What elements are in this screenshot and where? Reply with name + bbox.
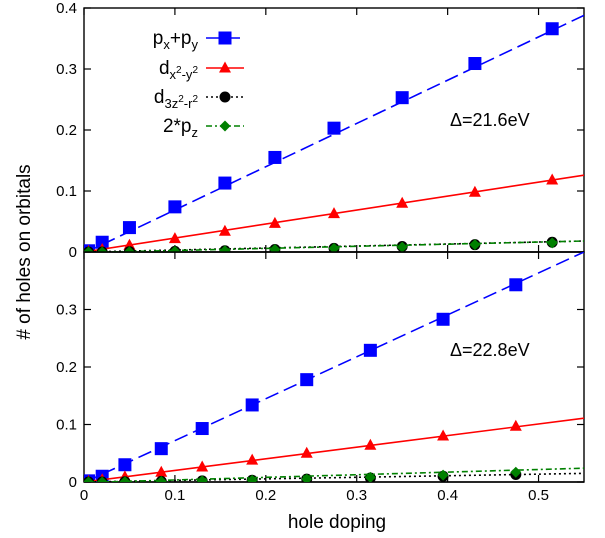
- data-point: [396, 196, 409, 208]
- top-panel: 0 0.1 0.2 0.3 0.4 Δ=21.6eV: [56, 0, 585, 261]
- legend-label: 2*pz: [163, 116, 198, 140]
- data-point: [363, 343, 377, 357]
- x-tick-label: 0.4: [437, 487, 458, 504]
- data-point: [269, 244, 281, 252]
- data-point: [118, 458, 132, 472]
- data-point: [123, 238, 136, 250]
- data-point: [123, 246, 135, 252]
- data-point: [328, 242, 340, 252]
- data-point: [301, 473, 313, 482]
- legend-label: px+py: [153, 28, 199, 52]
- data-point: [328, 207, 340, 219]
- data-point: [546, 237, 558, 249]
- y-tick-label: 0.4: [56, 0, 77, 17]
- x-axis-title: hole doping: [288, 512, 386, 533]
- data-point: [218, 224, 231, 236]
- y-tick-label: 0: [69, 244, 77, 261]
- series-square: [84, 252, 584, 482]
- data-point: [364, 471, 376, 482]
- legend-label: d3z2-r2: [154, 87, 199, 111]
- series-diamond: [84, 466, 584, 482]
- bottom-panel: 0 0.1 0.2 0.3 0 0.1 0.2 0.3 0.4 0.5 Δ=22.8eV: [56, 251, 585, 504]
- data-point: [469, 239, 481, 251]
- series-line: [84, 14, 584, 252]
- delta-annotation: Δ=21.6eV: [450, 110, 530, 130]
- data-point: [122, 221, 136, 235]
- data-point: [300, 446, 313, 458]
- x-tick-label: 0: [80, 487, 88, 504]
- data-point: [119, 476, 131, 482]
- data-point: [155, 465, 168, 477]
- data-point: [509, 419, 522, 431]
- data-point: [246, 453, 259, 465]
- data-point: [436, 312, 450, 326]
- data-point: [195, 422, 209, 436]
- legend-marker: [219, 61, 231, 73]
- data-point: [169, 245, 181, 252]
- data-point: [509, 278, 523, 292]
- data-point: [545, 22, 559, 36]
- legend-marker: [219, 120, 231, 132]
- data-point: [245, 398, 259, 412]
- data-point: [168, 232, 181, 244]
- data-point: [268, 150, 282, 164]
- data-point: [84, 476, 95, 482]
- data-point: [84, 246, 95, 252]
- data-point: [364, 438, 377, 450]
- y-tick-label: 0: [69, 474, 77, 491]
- legend-label: dx2-y2: [159, 58, 198, 82]
- data-point: [437, 429, 450, 441]
- data-point: [96, 246, 108, 252]
- data-point: [546, 173, 559, 185]
- y-tick-label: 0.2: [56, 359, 77, 376]
- series-line: [84, 467, 584, 482]
- series-line: [84, 417, 584, 482]
- data-point: [96, 476, 108, 482]
- legend-marker: [219, 91, 231, 103]
- data-point: [468, 57, 482, 71]
- data-point: [219, 245, 231, 252]
- data-point: [395, 91, 409, 105]
- data-point: [196, 460, 209, 472]
- series-line: [84, 472, 584, 482]
- data-point: [510, 466, 522, 478]
- y-axis-title: # of holes on orbitals: [14, 164, 35, 339]
- data-point: [327, 121, 341, 135]
- data-point: [246, 474, 258, 482]
- y-tick-label: 0.2: [56, 122, 77, 139]
- data-point: [437, 469, 449, 481]
- x-tick-label: 0.5: [528, 487, 549, 504]
- series-diamond: [84, 237, 584, 252]
- data-point: [154, 442, 168, 456]
- y-tick-label: 0.1: [56, 183, 77, 200]
- data-point: [468, 185, 481, 197]
- series-square: [84, 14, 584, 252]
- data-point: [218, 176, 232, 190]
- legend: px+py dx2-y2 d3z2-r2 2*pz: [153, 28, 244, 140]
- data-point: [168, 200, 182, 214]
- y-tick-label: 0.1: [56, 417, 77, 434]
- x-tick-label: 0.1: [164, 487, 185, 504]
- legend-marker: [218, 31, 232, 45]
- x-tick-label: 0.3: [346, 487, 367, 504]
- y-tick-label: 0.3: [56, 61, 77, 78]
- data-point: [396, 241, 408, 252]
- data-point: [196, 475, 208, 482]
- delta-annotation: Δ=22.8eV: [450, 340, 530, 360]
- y-tick-label: 0.3: [56, 302, 77, 319]
- x-tick-label: 0.2: [255, 487, 276, 504]
- data-point: [300, 373, 314, 387]
- series-line: [84, 240, 584, 252]
- data-point: [155, 475, 167, 482]
- data-point: [95, 235, 109, 249]
- data-point: [268, 216, 281, 228]
